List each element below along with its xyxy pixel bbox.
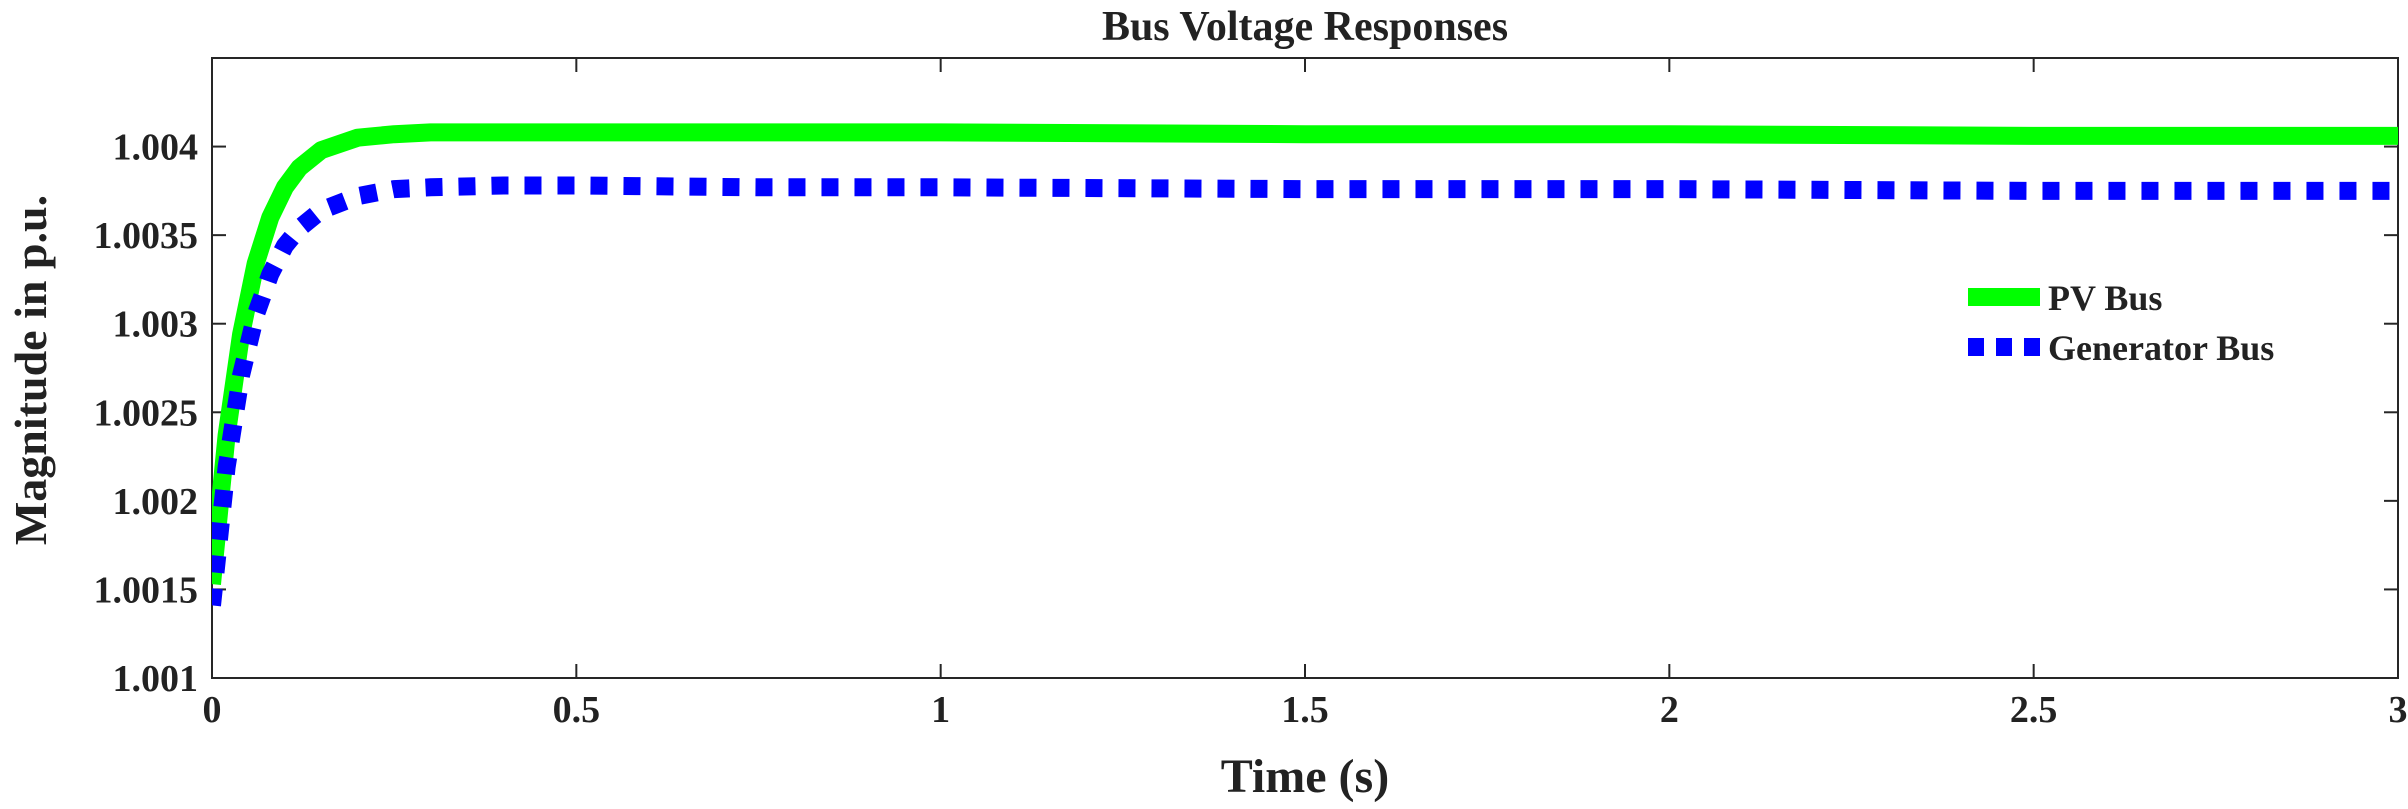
x-tick-label: 0.5 [553, 689, 601, 731]
y-tick-label: 1.002 [113, 481, 199, 523]
y-axis-label: Magnitude in p.u. [5, 195, 56, 545]
legend-label-generator-bus: Generator Bus [2048, 328, 2274, 368]
series-layer [212, 123, 2398, 607]
x-tick-label: 2.5 [2010, 689, 2058, 731]
y-tick-label: 1.0015 [94, 569, 199, 611]
legend: PV Bus Generator Bus [1968, 278, 2274, 368]
y-tick-label: 1.001 [113, 658, 199, 700]
chart-title: Bus Voltage Responses [1102, 4, 1508, 50]
y-tick-label: 1.0025 [94, 392, 199, 434]
x-axis: 0 0.5 1 1.5 2 2.5 3 [203, 58, 2408, 731]
y-tick-label: 1.003 [113, 304, 199, 346]
series-line-pv-bus [212, 123, 2398, 585]
y-tick-label: 1.0035 [94, 215, 199, 257]
legend-label-pv-bus: PV Bus [2048, 278, 2162, 318]
x-tick-label: 2 [1660, 689, 1679, 731]
y-tick-label: 1.004 [113, 127, 199, 169]
x-axis-label: Time (s) [1221, 750, 1389, 803]
series-line-generator-bus [212, 176, 2398, 607]
x-tick-label: 0 [203, 689, 222, 731]
y-axis: 1.001 1.0015 1.002 1.0025 1.003 1.0035 1.004 [94, 127, 2398, 700]
x-tick-label: 1 [931, 689, 950, 731]
plot-area [211, 57, 2399, 679]
x-tick-label: 3 [2389, 689, 2408, 731]
x-tick-label: 1.5 [1281, 689, 1329, 731]
